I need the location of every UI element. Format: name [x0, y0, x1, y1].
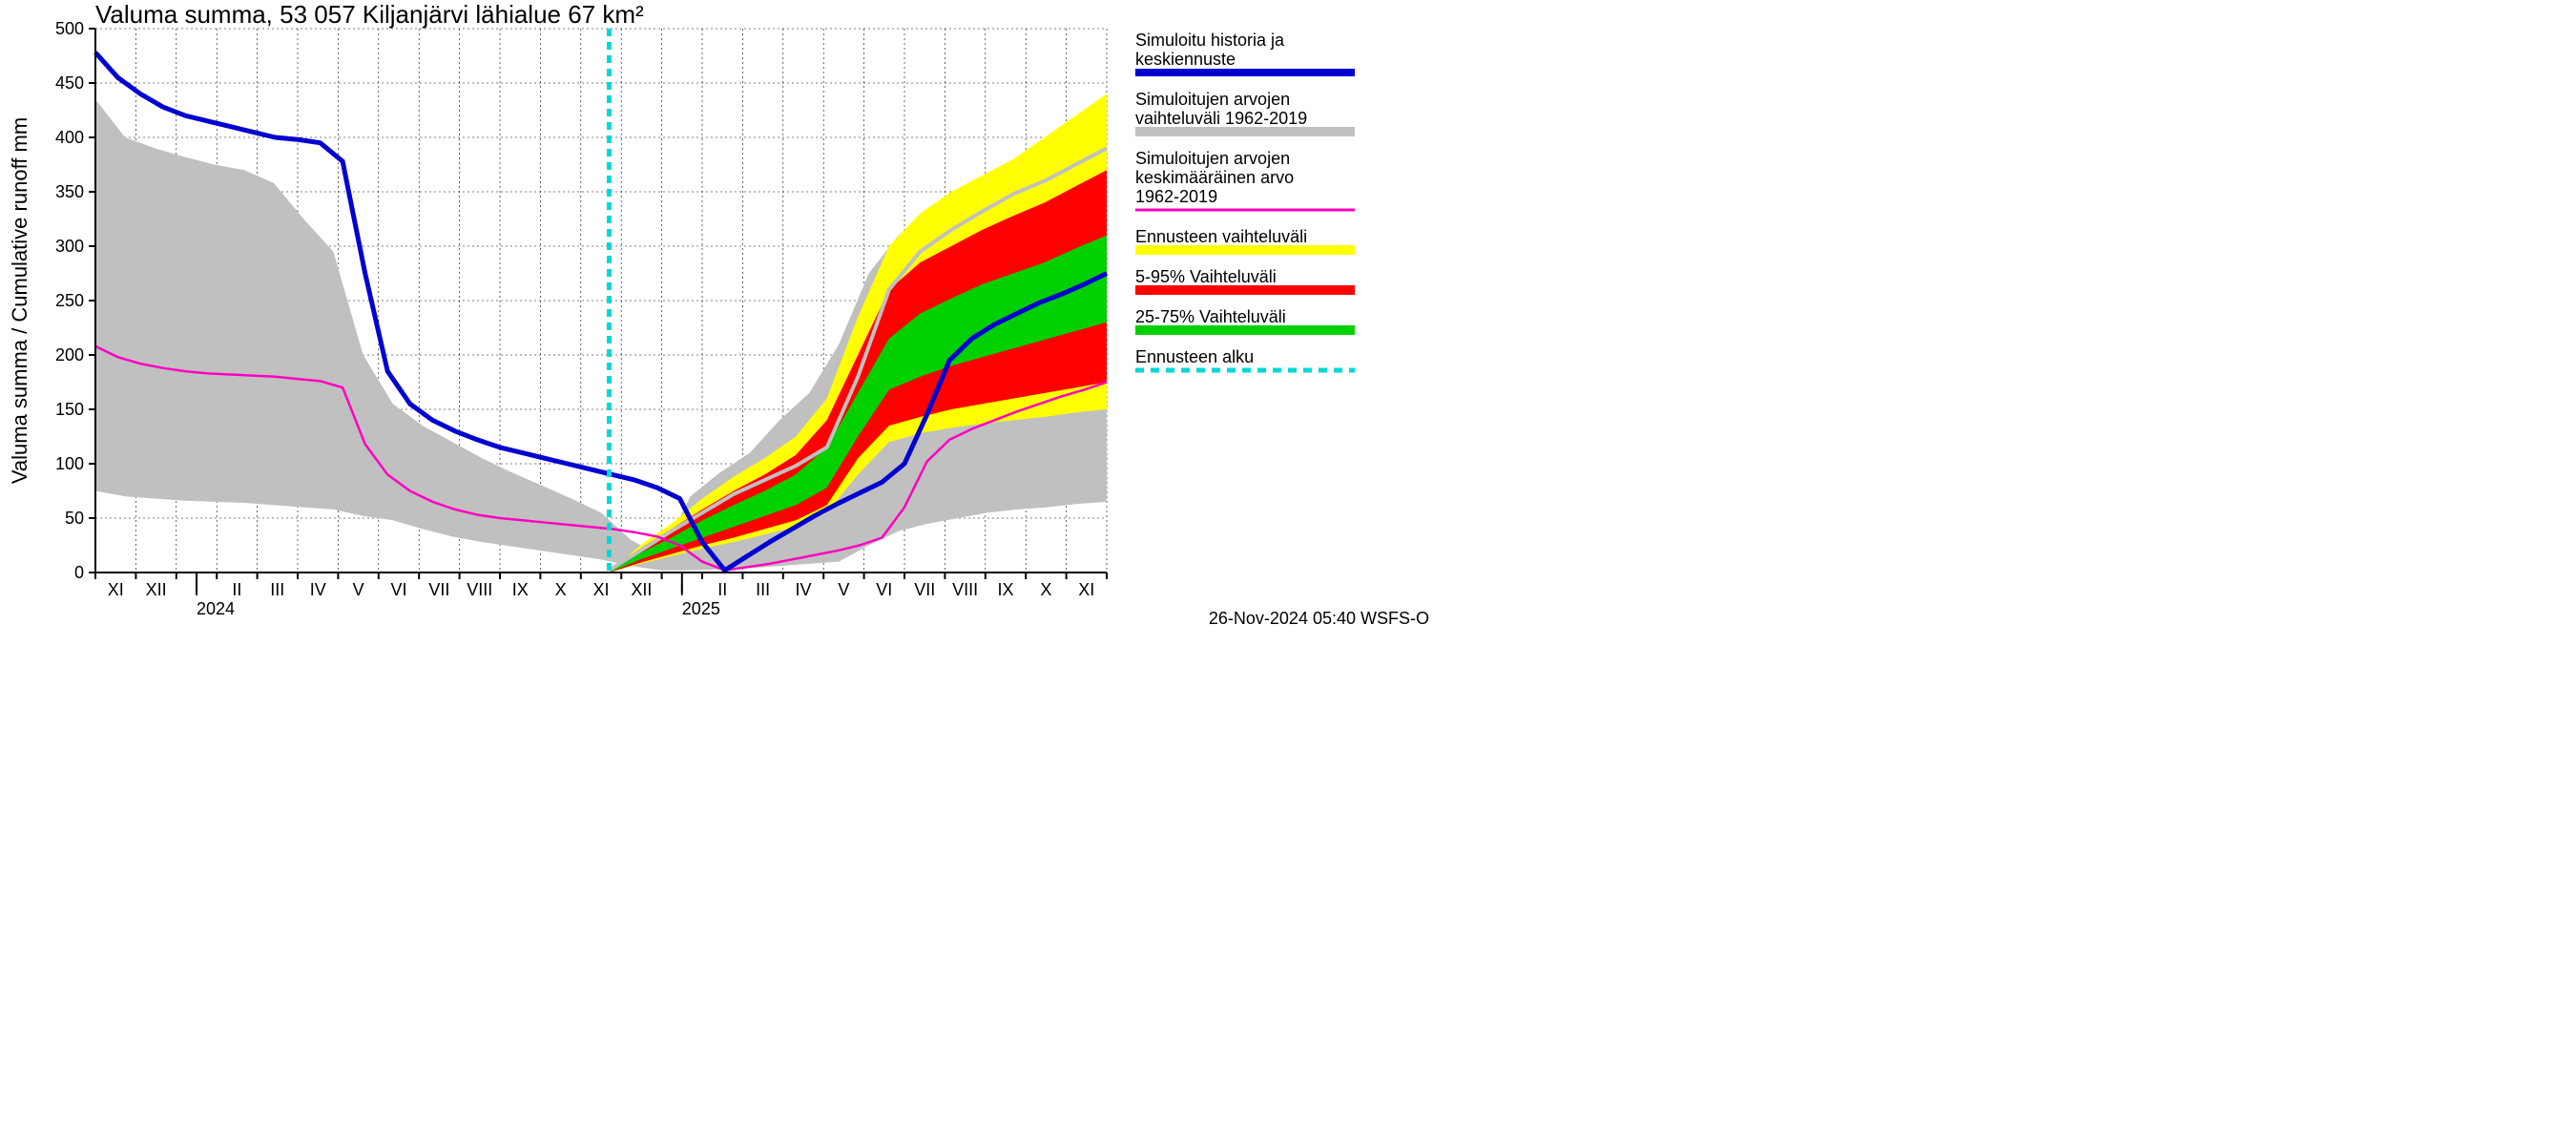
legend-label-yellow: Ennusteen vaihteluväli — [1135, 227, 1307, 246]
legend-label-magenta: keskimääräinen arvo — [1135, 168, 1294, 187]
svg-text:100: 100 — [55, 454, 84, 473]
svg-text:XII: XII — [146, 580, 167, 599]
svg-text:IX: IX — [512, 580, 529, 599]
svg-text:IV: IV — [310, 580, 326, 599]
legend-label-grey: vaihteluväli 1962-2019 — [1135, 109, 1307, 128]
svg-text:50: 50 — [65, 509, 84, 528]
svg-text:VII: VII — [428, 580, 449, 599]
svg-text:0: 0 — [74, 563, 84, 582]
svg-text:VI: VI — [390, 580, 406, 599]
legend-label-blue: Simuloitu historia ja — [1135, 31, 1285, 50]
svg-text:X: X — [555, 580, 567, 599]
svg-text:VIII: VIII — [952, 580, 978, 599]
svg-text:X: X — [1040, 580, 1051, 599]
svg-text:150: 150 — [55, 400, 84, 419]
svg-text:350: 350 — [55, 182, 84, 201]
svg-text:300: 300 — [55, 237, 84, 256]
legend-label-green: 25-75% Vaihteluväli — [1135, 307, 1286, 326]
svg-text:VIII: VIII — [467, 580, 492, 599]
svg-text:450: 450 — [55, 73, 84, 93]
year-label: 2025 — [682, 599, 720, 618]
legend-label-magenta: 1962-2019 — [1135, 187, 1217, 206]
svg-text:XI: XI — [1078, 580, 1094, 599]
svg-text:IV: IV — [795, 580, 811, 599]
svg-text:V: V — [838, 580, 849, 599]
svg-text:VII: VII — [914, 580, 935, 599]
chart-container: 050100150200250300350400450500XIXIIIIIII… — [0, 0, 1439, 639]
chart-title: Valuma summa, 53 057 Kiljanjärvi lähialu… — [95, 0, 644, 29]
chart-svg: 050100150200250300350400450500XIXIIIIIII… — [0, 0, 1439, 639]
svg-text:IX: IX — [997, 580, 1013, 599]
legend-label-magenta: Simuloitujen arvojen — [1135, 149, 1290, 168]
year-label: 2024 — [197, 599, 235, 618]
svg-text:III: III — [270, 580, 284, 599]
legend-label-red: 5-95% Vaihteluväli — [1135, 267, 1277, 286]
svg-text:II: II — [717, 580, 727, 599]
svg-text:VI: VI — [876, 580, 892, 599]
svg-text:XII: XII — [631, 580, 652, 599]
svg-text:V: V — [353, 580, 364, 599]
svg-text:III: III — [756, 580, 770, 599]
svg-text:400: 400 — [55, 128, 84, 147]
svg-text:250: 250 — [55, 291, 84, 310]
legend-label-blue: keskiennuste — [1135, 50, 1236, 69]
svg-text:XI: XI — [108, 580, 124, 599]
chart-footer: 26-Nov-2024 05:40 WSFS-O — [1209, 609, 1429, 628]
svg-text:XI: XI — [592, 580, 609, 599]
svg-text:200: 200 — [55, 345, 84, 364]
svg-text:II: II — [232, 580, 241, 599]
legend-label-grey: Simuloitujen arvojen — [1135, 90, 1290, 109]
legend-label-cyan: Ennusteen alku — [1135, 347, 1254, 366]
svg-text:500: 500 — [55, 19, 84, 38]
y-axis-label: Valuma summa / Cumulative runoff mm — [8, 117, 31, 484]
